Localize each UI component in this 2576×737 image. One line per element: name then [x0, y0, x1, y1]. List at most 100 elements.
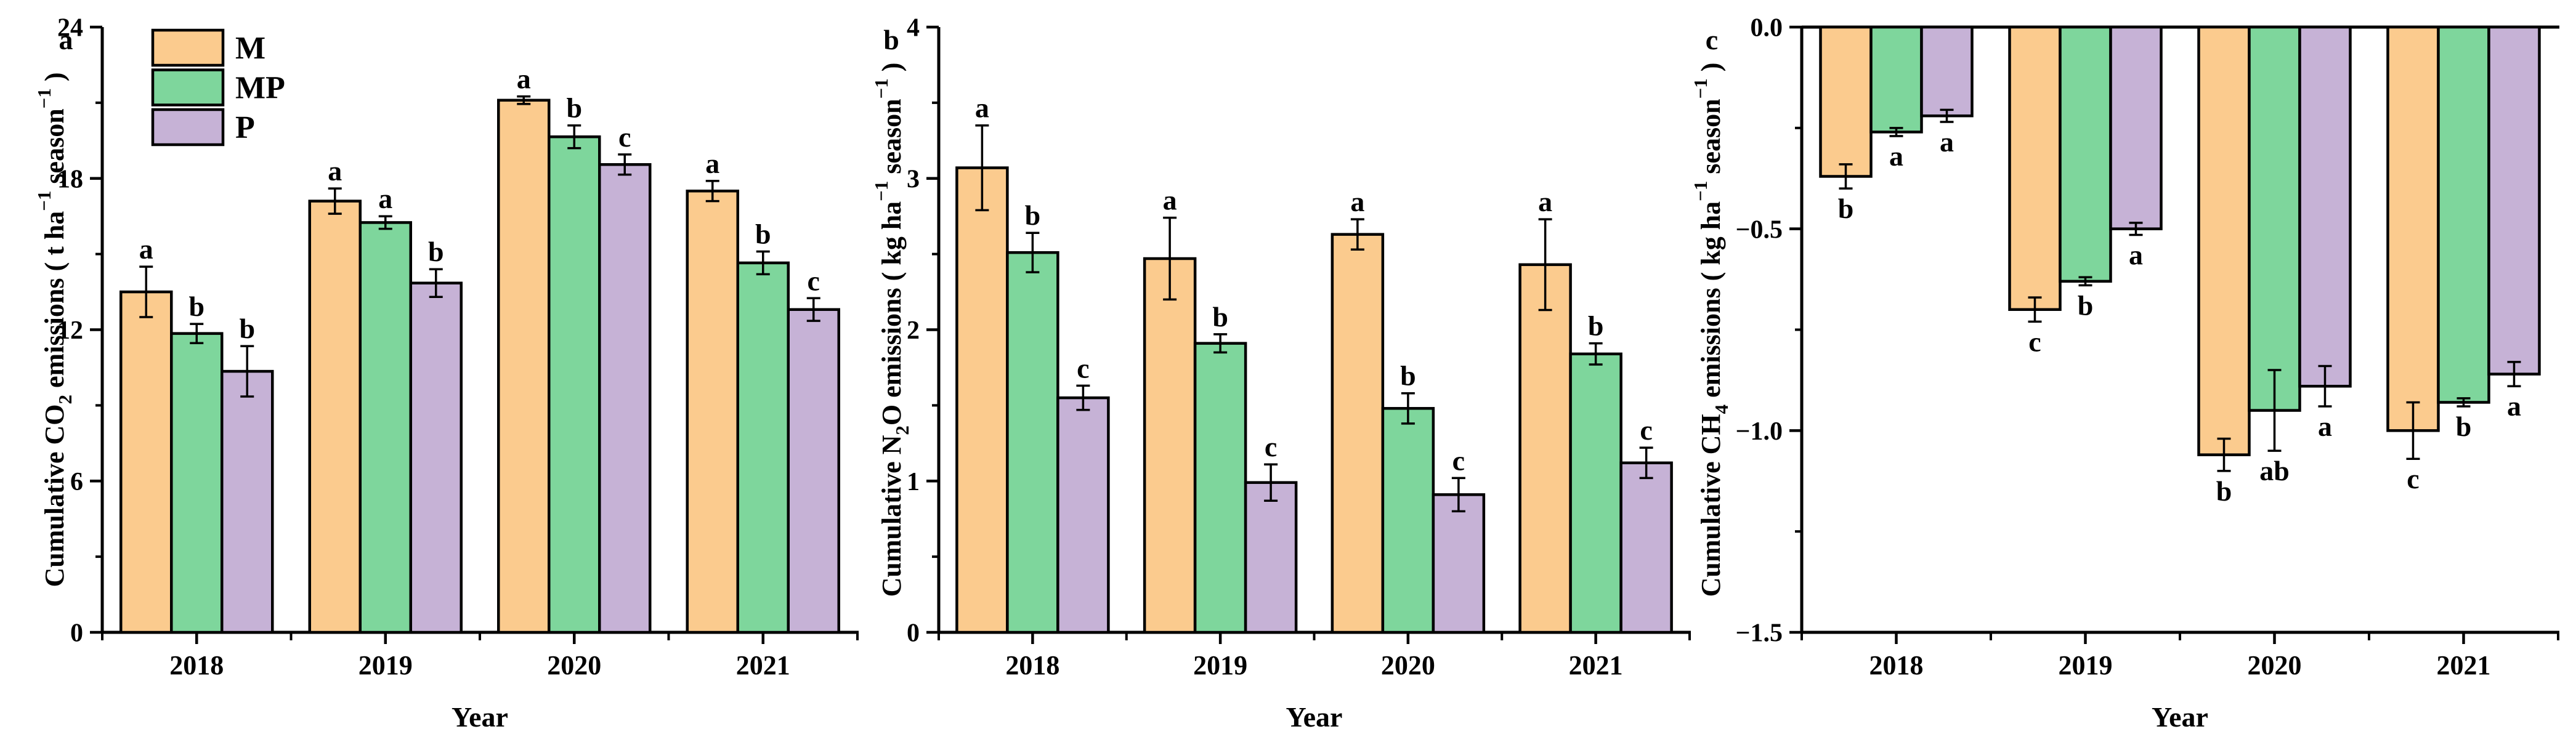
bar-MP-2018: [170, 332, 224, 634]
bar-MP-2019: [358, 221, 412, 634]
significance-letter: b: [428, 236, 444, 267]
x-tick-label: 2019: [2059, 650, 2113, 680]
significance-letter: a: [705, 148, 719, 179]
y-tick-label: 0.0: [1751, 14, 1783, 42]
significance-letter: b: [755, 219, 771, 250]
bar-M-2019: [1143, 257, 1197, 634]
significance-letter: b: [1838, 193, 1854, 224]
bar-P-2020: [598, 163, 652, 634]
x-tick-label: 2021: [1569, 650, 1623, 680]
y-tick-label: −1.5: [1736, 619, 1783, 648]
significance-letter: a: [1350, 186, 1364, 217]
x-tick-label: 2020: [2248, 650, 2302, 680]
bar-P-2019: [2109, 25, 2163, 230]
bar-M-2021: [686, 189, 739, 634]
bar-M-2020: [1331, 233, 1385, 634]
significance-letter: b: [1400, 360, 1416, 392]
panel-a: 0 6 12 18 24 2018 2019 2020 2021 Year Cumulative C…: [33, 14, 859, 733]
y-axis-title: Cumulative N2O emissions ( kg ha−1 seaso…: [870, 63, 913, 597]
significance-letter: b: [1212, 301, 1228, 332]
x-tick-label: 2019: [1193, 650, 1247, 680]
significance-letter: b: [566, 92, 582, 124]
bar-MP-2020: [548, 135, 601, 634]
legend: M MP P: [151, 28, 285, 147]
y-tick-label: 0: [70, 619, 83, 648]
bar-P-2018: [1920, 25, 1974, 118]
panel-c: 0.0 −0.5 −1.0 −1.5 2018 2019 2020 2021 Year Cumul…: [1690, 14, 2559, 733]
y-tick-label: 4: [907, 14, 920, 42]
significance-letter: a: [2318, 411, 2332, 442]
bar-M-2018: [955, 166, 1009, 634]
significance-letter: c: [808, 265, 820, 296]
bar-MP-2021: [1569, 352, 1622, 634]
bar-M-2018: [119, 290, 173, 634]
y-tick-label: 3: [907, 165, 920, 193]
significance-letter: c: [618, 121, 631, 153]
x-tick-label: 2018: [1005, 650, 1059, 680]
x-tick-label: 2021: [736, 650, 790, 680]
significance-letter: c: [1452, 445, 1465, 476]
panel-b: 0 1 2 3 4 2018 2019 2020 2021 Year Cumulative N2O …: [870, 14, 1691, 733]
significance-letter: a: [2129, 239, 2143, 270]
significance-letter: b: [239, 313, 255, 344]
legend-label-P: P: [235, 110, 255, 145]
y-tick-label: 12: [57, 316, 83, 345]
significance-letter: a: [1889, 140, 1903, 172]
significance-letter: c: [1077, 352, 1089, 384]
y-tick-label: −0.5: [1736, 215, 1783, 244]
bar-P-2020: [2298, 25, 2352, 388]
x-tick-label: 2018: [169, 650, 224, 680]
x-tick-label: 2018: [1869, 650, 1924, 680]
bar-P-2021: [787, 308, 840, 634]
legend-swatch-MP: [151, 68, 225, 107]
significance-letter: a: [1538, 186, 1552, 217]
bar-P-2018: [1056, 396, 1110, 634]
significance-letter: c: [2407, 463, 2419, 494]
bar-MP-2020: [1381, 407, 1435, 634]
bar-P-2020: [1432, 493, 1486, 634]
bar-M-2021: [1518, 263, 1572, 634]
significance-letter: a: [517, 63, 531, 95]
y-tick-label: 18: [57, 165, 83, 193]
significance-letter: ab: [2259, 455, 2290, 486]
bar-MP-2021: [736, 261, 790, 634]
legend-swatch-P: [151, 108, 225, 147]
significance-letter: b: [1025, 199, 1041, 231]
legend-label-MP: MP: [235, 71, 285, 106]
y-tick-label: 0: [907, 619, 920, 648]
significance-letter: a: [975, 92, 989, 124]
significance-letter: c: [2028, 326, 2041, 357]
bar-M-2020: [2197, 25, 2251, 456]
significance-letter: a: [1940, 126, 1954, 158]
y-tick-label: 6: [70, 468, 83, 496]
significance-letter: b: [188, 291, 205, 322]
panel-letter: a: [59, 24, 73, 55]
bar-M-2021: [2386, 25, 2440, 432]
bar-P-2019: [409, 281, 463, 634]
bar-MP-2019: [2059, 25, 2112, 283]
x-axis-title: Year: [1286, 701, 1343, 733]
significance-letter: c: [1640, 414, 1652, 446]
significance-letter: b: [2216, 475, 2232, 507]
significance-letter: a: [2507, 390, 2521, 422]
bar-P-2018: [221, 369, 274, 634]
x-tick-label: 2021: [2437, 650, 2491, 680]
legend-swatch-M: [151, 28, 225, 67]
y-tick-label: 2: [907, 316, 920, 345]
bar-MP-2021: [2437, 25, 2490, 404]
y-axis-title: Cumulative CO2 emissions ( t ha−1 season…: [33, 73, 76, 587]
bar-M-2019: [308, 199, 362, 634]
bar-P-2019: [1244, 481, 1298, 634]
bar-MP-2018: [1869, 25, 1923, 134]
bar-P-2021: [1619, 461, 1673, 634]
x-tick-label: 2020: [547, 650, 601, 680]
significance-letter: b: [2456, 411, 2472, 442]
significance-letter: a: [378, 183, 392, 214]
significance-letter: b: [2078, 289, 2094, 321]
bar-M-2018: [1819, 25, 1873, 178]
bar-MP-2019: [1193, 342, 1247, 634]
significance-letter: a: [328, 155, 342, 187]
panel-letter: b: [883, 24, 899, 55]
significance-letter: b: [1588, 310, 1604, 342]
